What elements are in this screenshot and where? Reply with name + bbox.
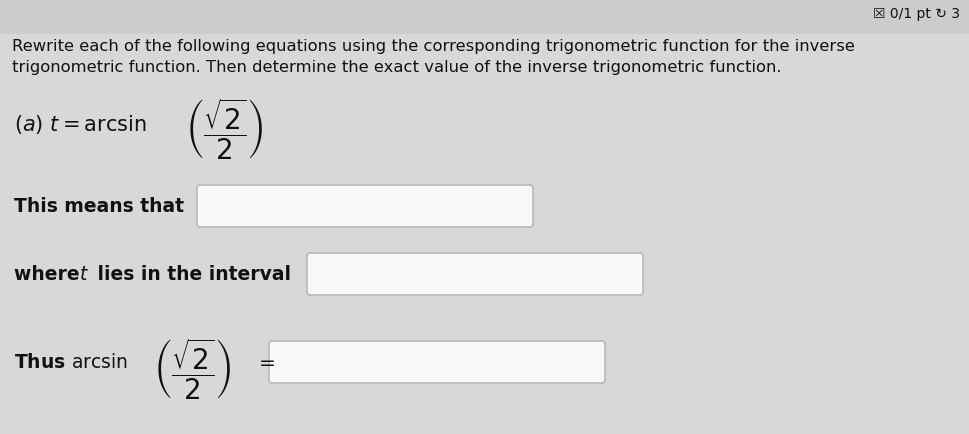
Text: ☒ 0/1 pt ↻ 3: ☒ 0/1 pt ↻ 3 <box>872 7 959 21</box>
Text: $(a)\ t = \mathrm{arcsin}$: $(a)\ t = \mathrm{arcsin}$ <box>14 112 146 135</box>
Text: $\left(\dfrac{\sqrt{2}}{2}\right)$: $\left(\dfrac{\sqrt{2}}{2}\right)$ <box>153 336 232 402</box>
Text: lies in the interval: lies in the interval <box>91 264 291 283</box>
Text: $t$: $t$ <box>78 264 89 283</box>
Text: $=$: $=$ <box>255 352 275 372</box>
FancyBboxPatch shape <box>0 0 969 34</box>
Text: $\left(\dfrac{\sqrt{2}}{2}\right)$: $\left(\dfrac{\sqrt{2}}{2}\right)$ <box>185 96 264 162</box>
Text: Rewrite each of the following equations using the corresponding trigonometric fu: Rewrite each of the following equations … <box>12 39 854 54</box>
Text: where: where <box>14 264 86 283</box>
FancyBboxPatch shape <box>268 341 605 383</box>
Text: Thus $\mathrm{arcsin}$: Thus $\mathrm{arcsin}$ <box>14 352 128 372</box>
FancyBboxPatch shape <box>197 185 532 227</box>
Text: This means that: This means that <box>14 197 184 216</box>
FancyBboxPatch shape <box>306 253 642 295</box>
Text: trigonometric function. Then determine the exact value of the inverse trigonomet: trigonometric function. Then determine t… <box>12 60 781 75</box>
